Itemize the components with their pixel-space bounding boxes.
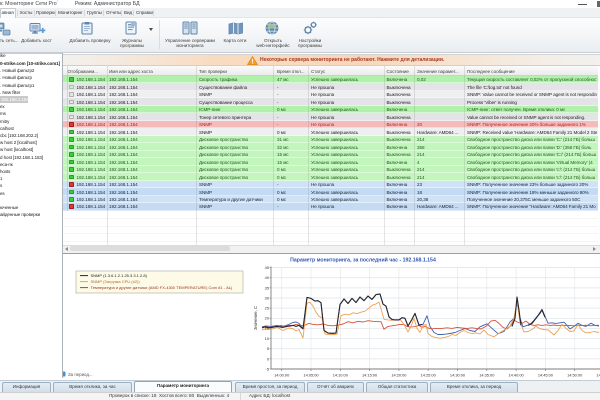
svg-text:14:00:00: 14:00:00 (274, 373, 290, 378)
svg-text:20: 20 (265, 316, 270, 321)
svg-text:-5: -5 (266, 366, 269, 371)
svg-text:SNMP (Загрузка CPU (#2)): SNMP (Загрузка CPU (#2)) (91, 279, 141, 284)
svg-text:14:55:00: 14:55:00 (596, 373, 600, 378)
svg-text:10: 10 (265, 336, 270, 341)
svg-text:14:30:00: 14:30:00 (450, 373, 466, 378)
svg-text:14:50:00: 14:50:00 (567, 373, 583, 378)
svg-text:Параметр мониторинга, за после: Параметр мониторинга, за последний час -… (290, 257, 436, 264)
svg-text:14:25:00: 14:25:00 (421, 373, 437, 378)
svg-text:14:05:00: 14:05:00 (303, 373, 319, 378)
svg-text:30: 30 (265, 295, 270, 300)
svg-text:35: 35 (265, 285, 269, 290)
svg-text:40: 40 (265, 275, 270, 280)
svg-text:Значение, С: Значение, С (253, 306, 258, 330)
svg-text:0: 0 (267, 356, 270, 361)
svg-text:14:15:00: 14:15:00 (362, 373, 378, 378)
svg-text:14:40:00: 14:40:00 (509, 373, 525, 378)
svg-text:14:35:00: 14:35:00 (479, 373, 495, 378)
svg-text:14:45:00: 14:45:00 (538, 373, 554, 378)
svg-text:25: 25 (265, 306, 269, 311)
svg-text:14:10:00: 14:10:00 (333, 373, 349, 378)
svg-text:45: 45 (265, 265, 269, 270)
svg-text:Температура и другие датчики (: Температура и другие датчики (AMD FX-430… (91, 285, 232, 290)
svg-text:За период...: За период... (68, 372, 93, 377)
svg-text:5: 5 (267, 346, 269, 351)
svg-text:SNMP (1.3.6.1.2.1.25.3.3.1.2.8: SNMP (1.3.6.1.2.1.25.3.3.1.2.8) (91, 273, 148, 278)
svg-text:14:20:00: 14:20:00 (391, 373, 407, 378)
